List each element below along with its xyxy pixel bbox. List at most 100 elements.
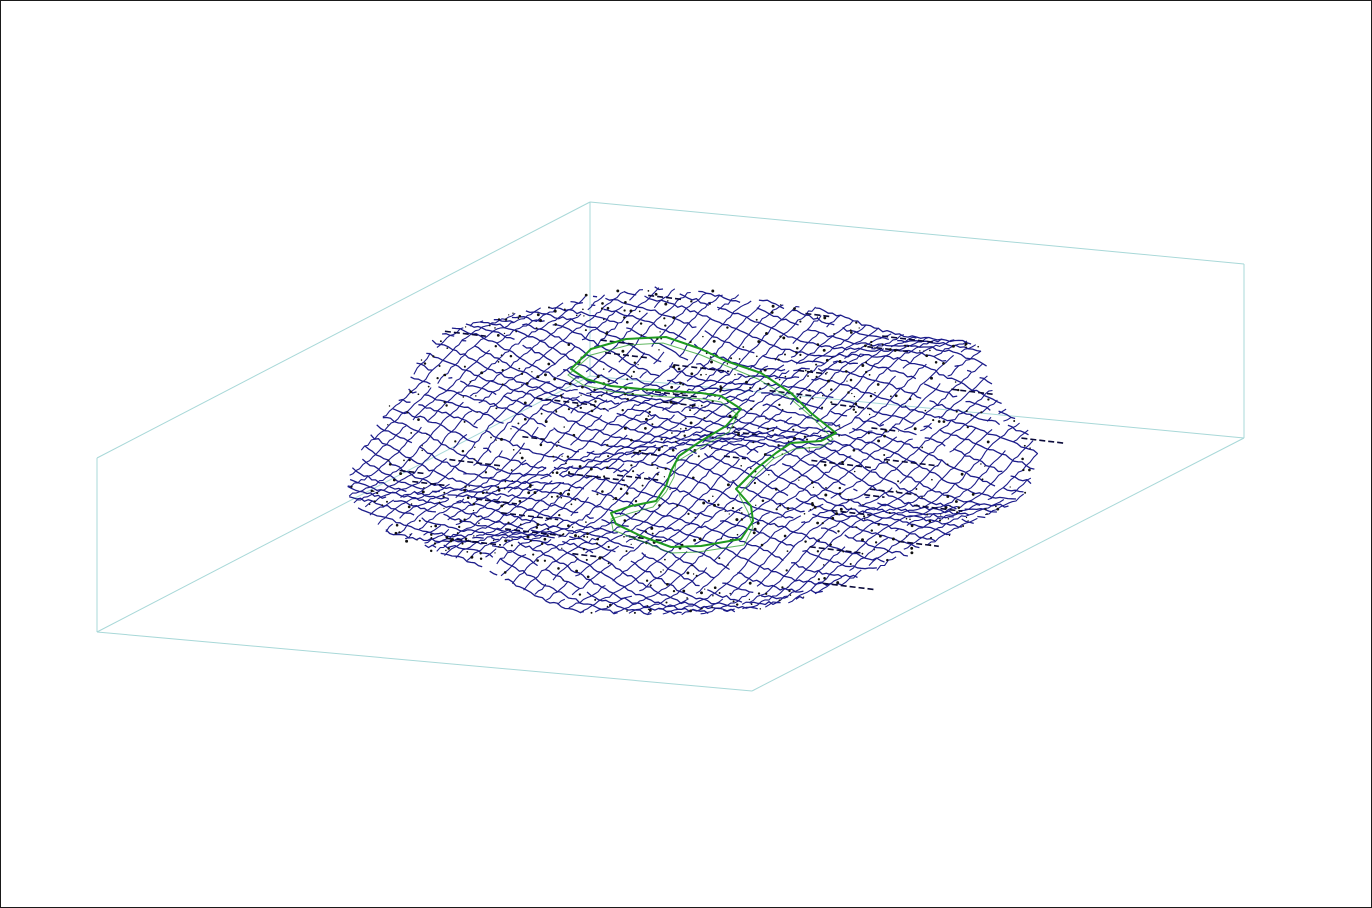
point [496,334,500,337]
mesh-line-u [431,339,974,525]
point [614,496,618,500]
point [565,462,567,465]
mesh-line-u [440,552,585,614]
mesh-ridge-stroke [898,540,939,548]
point [497,467,499,470]
point [616,289,620,293]
point [554,323,558,326]
mesh-ridge-stroke [505,528,562,537]
mesh-ridge-stroke [869,488,917,496]
mesh-line-u [370,434,843,586]
point [806,370,809,373]
mesh-ridge-stroke [475,498,517,505]
point [512,312,514,314]
point [765,332,768,335]
point [759,608,762,610]
mesh-ridge-stroke [472,540,502,546]
point [761,499,765,502]
point [669,488,671,490]
point [510,544,513,547]
point [525,382,529,385]
point [732,479,734,482]
point [625,492,629,495]
point [350,485,353,488]
point [735,603,739,606]
point [765,592,768,595]
point [543,537,547,541]
mesh-line-u [592,295,1016,420]
point [732,426,735,429]
point [788,589,791,593]
point [386,500,388,503]
point [823,577,826,580]
mesh-ridge-stroke [600,339,635,345]
point [540,412,543,415]
point [619,487,623,491]
point [895,490,898,492]
mesh-ridge-stroke [871,427,899,432]
point [648,608,652,612]
mesh-ridge-stroke [399,469,424,475]
point [1024,491,1027,494]
point [938,519,942,522]
point [818,539,820,542]
point [934,361,938,364]
point [1021,457,1024,461]
point [831,356,833,359]
mesh-line-v [662,375,988,615]
point [823,316,827,320]
point [503,487,506,490]
point [795,351,798,354]
point [850,331,853,334]
point [870,340,873,344]
mesh-line-v [431,304,761,547]
point [679,381,682,385]
point [708,302,711,305]
point [787,586,789,588]
point [633,452,636,454]
point [590,409,594,413]
point [713,503,716,507]
point [702,501,706,505]
point [752,400,754,403]
point [609,603,612,607]
point [774,487,778,491]
point [625,550,628,553]
point [781,586,784,589]
mesh-line-v [876,477,1032,571]
point [838,360,842,363]
mesh-line-v [579,339,955,614]
point [466,496,470,499]
mesh-line-u [815,307,972,345]
mesh-ridge-stroke [501,512,559,521]
point [585,521,587,523]
point [624,300,627,304]
point [1029,447,1031,449]
mesh-line-u [465,323,1009,508]
point [873,549,876,551]
point [808,388,811,392]
point [787,440,790,443]
point [772,429,774,432]
point [495,407,498,410]
point [792,428,795,431]
point [581,385,584,389]
point [664,558,666,561]
point [558,513,561,517]
point [684,416,686,419]
point [977,345,980,348]
point [647,415,650,417]
point [753,527,757,531]
point [847,498,850,501]
point [582,308,584,311]
point [891,537,895,541]
point [971,493,975,496]
point [792,438,795,441]
point [910,524,914,528]
point [690,300,693,303]
point [583,535,586,538]
point [563,426,565,428]
point [737,433,740,436]
